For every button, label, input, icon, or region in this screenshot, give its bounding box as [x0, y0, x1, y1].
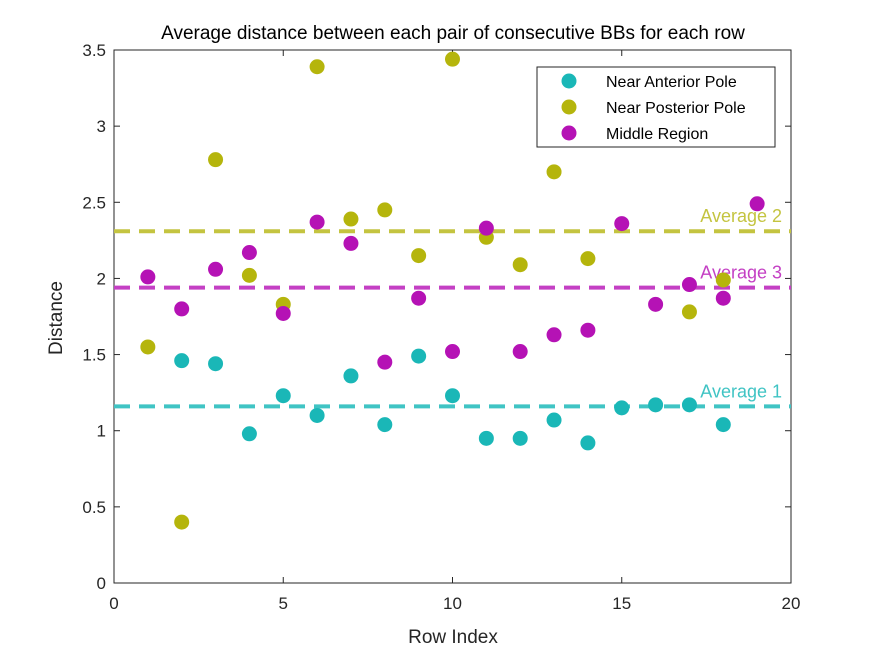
- data-point: [681, 277, 697, 293]
- data-point: [275, 305, 291, 321]
- data-point: [309, 214, 325, 230]
- data-point: [174, 514, 190, 530]
- data-point: [681, 304, 697, 320]
- data-point: [648, 296, 664, 312]
- data-point: [411, 290, 427, 306]
- data-point: [614, 216, 630, 232]
- data-point: [715, 272, 731, 288]
- data-point: [715, 417, 731, 433]
- y-tick-label: 2.5: [82, 193, 106, 212]
- data-point: [377, 354, 393, 370]
- y-tick-label: 0.5: [82, 498, 106, 517]
- legend: Near Anterior Pole Near Posterior Pole Mid…: [536, 66, 776, 148]
- plot-area: 0 5 10 15 20 0 0.5 1 1.5 2 2.5 3 3.5 Average 1 Average…: [82, 41, 800, 613]
- data-point: [140, 339, 156, 355]
- data-point: [140, 269, 156, 285]
- data-point: [512, 344, 528, 360]
- data-point: [445, 51, 460, 67]
- legend-label: Near Posterior Pole: [606, 100, 746, 117]
- data-point: [648, 397, 664, 413]
- legend-label: Near Anterior Pole: [606, 74, 737, 91]
- data-point: [343, 235, 359, 251]
- data-point: [411, 348, 427, 364]
- data-point: [478, 430, 494, 446]
- data-point: [580, 322, 596, 338]
- data-point: [343, 368, 359, 384]
- y-axis-label: Distance: [46, 281, 67, 355]
- data-point: [614, 400, 630, 416]
- legend-marker: [561, 73, 577, 89]
- x-tick-label: 10: [443, 594, 462, 613]
- data-point: [343, 211, 359, 227]
- x-axis-label: Row Index: [408, 627, 498, 648]
- data-point: [512, 430, 528, 446]
- data-point: [715, 290, 731, 306]
- legend-marker: [561, 125, 577, 141]
- data-point: [174, 301, 190, 317]
- chart-title: Average distance between each pair of co…: [161, 23, 745, 44]
- data-point: [546, 327, 562, 343]
- data-point: [445, 344, 460, 360]
- x-tick-label: 5: [279, 594, 288, 613]
- data-point: [580, 251, 596, 267]
- data-point: [546, 164, 562, 180]
- y-tick-label: 3.5: [82, 41, 106, 60]
- legend-marker: [561, 99, 577, 115]
- data-point: [309, 407, 325, 423]
- data-point: [445, 388, 460, 404]
- x-tick-label: 15: [612, 594, 631, 613]
- legend-box: [536, 66, 776, 148]
- data-point: [580, 435, 596, 451]
- y-tick-label: 1: [97, 422, 106, 441]
- data-point: [377, 417, 393, 433]
- reference-line-label: Average 2: [700, 206, 782, 226]
- data-point: [208, 356, 224, 372]
- legend-label: Middle Region: [606, 126, 708, 143]
- y-tick-label: 0: [97, 574, 106, 593]
- data-point: [749, 196, 765, 212]
- data-point: [478, 220, 494, 236]
- data-point: [241, 267, 257, 283]
- data-point: [512, 257, 528, 273]
- data-point: [309, 59, 325, 75]
- data-point: [681, 397, 697, 413]
- reference-line-label: Average 3: [700, 263, 782, 283]
- data-point: [174, 353, 190, 369]
- data-point: [411, 248, 427, 264]
- y-tick-label: 1.5: [82, 346, 106, 365]
- y-tick-label: 3: [97, 117, 106, 136]
- data-point: [241, 426, 257, 442]
- data-point: [241, 245, 257, 261]
- x-tick-label: 20: [782, 594, 801, 613]
- data-point: [275, 388, 291, 404]
- data-point: [208, 261, 224, 277]
- data-point: [546, 412, 562, 428]
- data-point: [208, 152, 224, 168]
- data-point: [377, 202, 393, 218]
- reference-line-label: Average 1: [700, 381, 782, 401]
- x-tick-label: 0: [109, 594, 118, 613]
- y-tick-label: 2: [97, 269, 106, 288]
